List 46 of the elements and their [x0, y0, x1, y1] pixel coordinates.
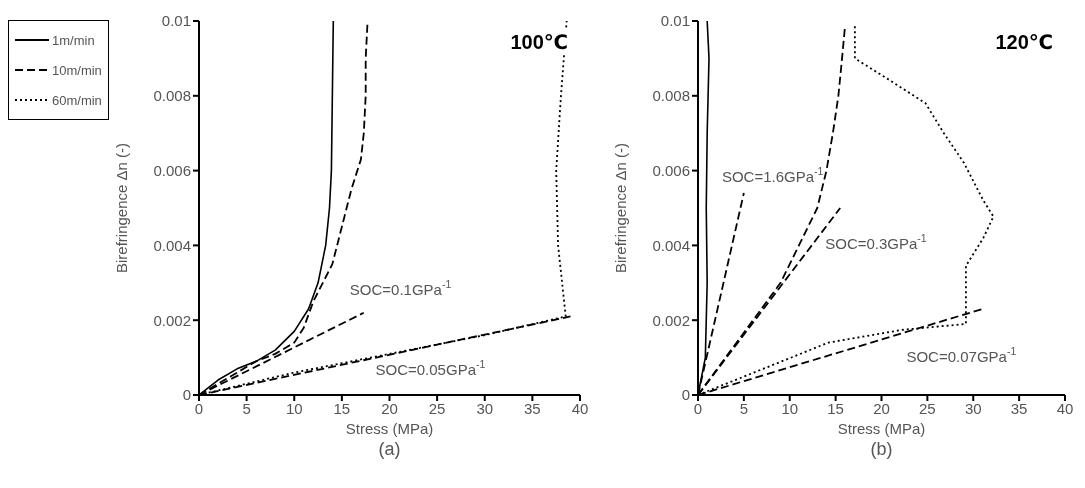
x-tick-label: 0	[194, 399, 204, 417]
y-tick-label: 0.002	[652, 311, 690, 329]
x-tick-label: 35	[524, 399, 541, 417]
x-tick-label: 20	[873, 399, 890, 417]
x-tick-label: 5	[242, 399, 251, 417]
annotation: SOC=0.1GPa$^{-1}$	[349, 277, 452, 298]
y-tick-label: 0.008	[652, 87, 690, 105]
text: 120℃	[995, 30, 1053, 54]
y-tick-label: 0	[182, 386, 191, 404]
x-tick-label: 30	[476, 399, 494, 417]
text: 100℃	[510, 30, 568, 54]
legend-label: 60m/min	[52, 92, 102, 108]
annotation: SOC=1.6GPa$^{-1}$	[721, 164, 824, 186]
x-tick-label: 40	[571, 399, 589, 417]
y-tick-label: 0.002	[153, 311, 191, 329]
x-tick-label: 20	[381, 399, 398, 417]
x-tick-label: 25	[428, 399, 446, 417]
y-tick-label: 0	[681, 386, 690, 404]
x-tick-label: 25	[919, 399, 936, 417]
x-axis-title: Stress (MPa)	[836, 420, 927, 437]
annotation: SOC=0.3GPa$^{-1}$	[825, 231, 927, 252]
y-tick-label: 0.004	[652, 236, 690, 254]
x-tick-label: 5	[739, 399, 749, 417]
annotation: SOC=0.07GPa$^{-1}$	[906, 344, 1017, 365]
y-tick-label: 0.004	[153, 236, 191, 254]
x-tick-label: 0	[693, 399, 703, 417]
x-tick-label: 40	[1056, 399, 1074, 417]
x-axis-title: Stress (MPa)	[344, 420, 435, 437]
y-tick-label: 0.008	[153, 87, 191, 105]
legend-label: 1m/min	[52, 32, 95, 48]
y-tick-label: 0.006	[652, 161, 690, 179]
y-tick-label: 0.006	[153, 161, 191, 179]
y-axis-title: Birefringence Δn (-)	[112, 142, 130, 274]
y-tick-label: 0.01	[660, 12, 690, 30]
x-tick-label: 30	[964, 399, 982, 417]
text: (b)	[869, 439, 894, 460]
y-axis-title: Birefringence Δn (-)	[611, 142, 629, 274]
annotation: SOC=0.05GPa$^{-1}$	[375, 357, 486, 378]
x-tick-label: 10	[781, 399, 799, 417]
x-tick-label: 15	[333, 399, 351, 417]
x-tick-label: 10	[285, 399, 303, 417]
legend-label: 10m/min	[52, 62, 102, 78]
x-tick-label: 15	[827, 399, 844, 417]
y-tick-label: 0.01	[161, 12, 191, 30]
x-tick-label: 35	[1010, 399, 1028, 417]
text: (a)	[377, 439, 402, 460]
